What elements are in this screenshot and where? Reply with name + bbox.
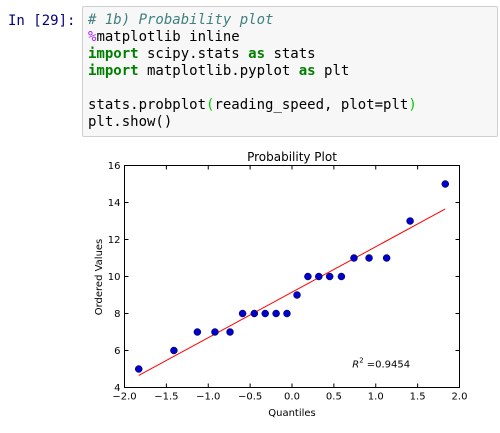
plot-title: Probability Plot [247,150,337,164]
data-point [283,309,291,318]
keyword-as: as [298,63,316,79]
x-tick-label: −1.5 [154,392,178,403]
fit-line [138,208,446,376]
y-tick-label: 8 [114,309,120,320]
code-line-3: import scipy.stats as stats [88,46,497,63]
y-tick-label: 16 [108,161,121,172]
code-line-7: plt.show() [88,114,497,131]
x-tick-label: 1.0 [368,392,384,403]
close-paren: ) [408,97,417,113]
code-comment: # 1b) Probability plot [88,12,274,28]
x-tick-label: 2.0 [452,392,468,403]
show-call: plt.show() [88,114,173,130]
module-name: scipy.stats [138,46,249,62]
code-cell-input[interactable]: # 1b) Probability plot %matplotlib inlin… [82,6,498,137]
call-arguments: reading_speed, plot=plt [214,97,409,113]
code-line-4: import matplotlib.pyplot as plt [88,63,497,80]
plot-frame [124,165,460,388]
code-line-6: stats.probplot(reading_speed, plot=plt) [88,97,497,114]
data-point [382,254,391,262]
code-line-1: # 1b) Probability plot [88,12,497,29]
data-point [350,254,358,262]
data-point [261,309,269,318]
data-point [337,272,346,281]
y-tick-label: 14 [108,198,121,209]
data-point [365,254,373,262]
r-symbol: R [352,359,359,370]
code-line-2: %matplotlib inline [88,29,497,46]
data-point [325,272,334,281]
cell-output: Probability Plot −2.0 −1.5 −1.0 −0.5 0.0 0.5 1… [80,146,500,429]
y-tick-label: 10 [108,272,121,283]
magic-command: matplotlib inline [96,29,240,45]
data-point [315,272,323,281]
keyword-import: import [88,46,139,62]
module-alias: plt [315,63,350,79]
r-squared-annotation: R2 =0.9454 [352,356,410,370]
x-axis-label: Quantiles [268,408,316,419]
r-exponent: 2 [359,356,363,364]
x-tick-label: 1.5 [410,392,426,403]
keyword-as: as [248,46,266,62]
data-point [226,328,234,336]
keyword-import: import [88,63,139,79]
data-point [238,309,247,318]
cell-prompt: In [29]: [8,13,76,29]
x-tick-label: −1.0 [196,392,220,403]
module-alias: stats [265,46,316,62]
y-tick-label: 6 [114,346,120,357]
x-tick-label: −2.0 [112,392,136,403]
data-point [304,272,312,281]
magic-prefix: % [88,29,97,45]
data-point [134,365,143,373]
data-point [193,328,202,336]
data-point [211,328,219,336]
x-tick-label: 0.0 [284,392,300,403]
module-name: matplotlib.pyplot [138,63,299,79]
open-paren: ( [206,97,215,113]
probability-plot: Probability Plot −2.0 −1.5 −1.0 −0.5 0.0 0.5 1… [94,150,468,419]
x-tick-label: 0.5 [326,392,342,403]
data-point [272,309,280,318]
function-call: stats.probplot [88,97,207,113]
data-point [406,217,414,225]
x-tick-label: −0.5 [238,392,262,403]
data-point [293,291,301,299]
y-tick-label: 12 [108,235,121,246]
code-line-5 [88,80,497,97]
r-value: =0.9454 [367,359,410,370]
data-point [170,346,178,355]
y-tick-label: 4 [114,383,120,394]
y-axis-label: Ordered Values [94,239,105,316]
data-point [441,180,450,188]
data-point [250,309,259,318]
